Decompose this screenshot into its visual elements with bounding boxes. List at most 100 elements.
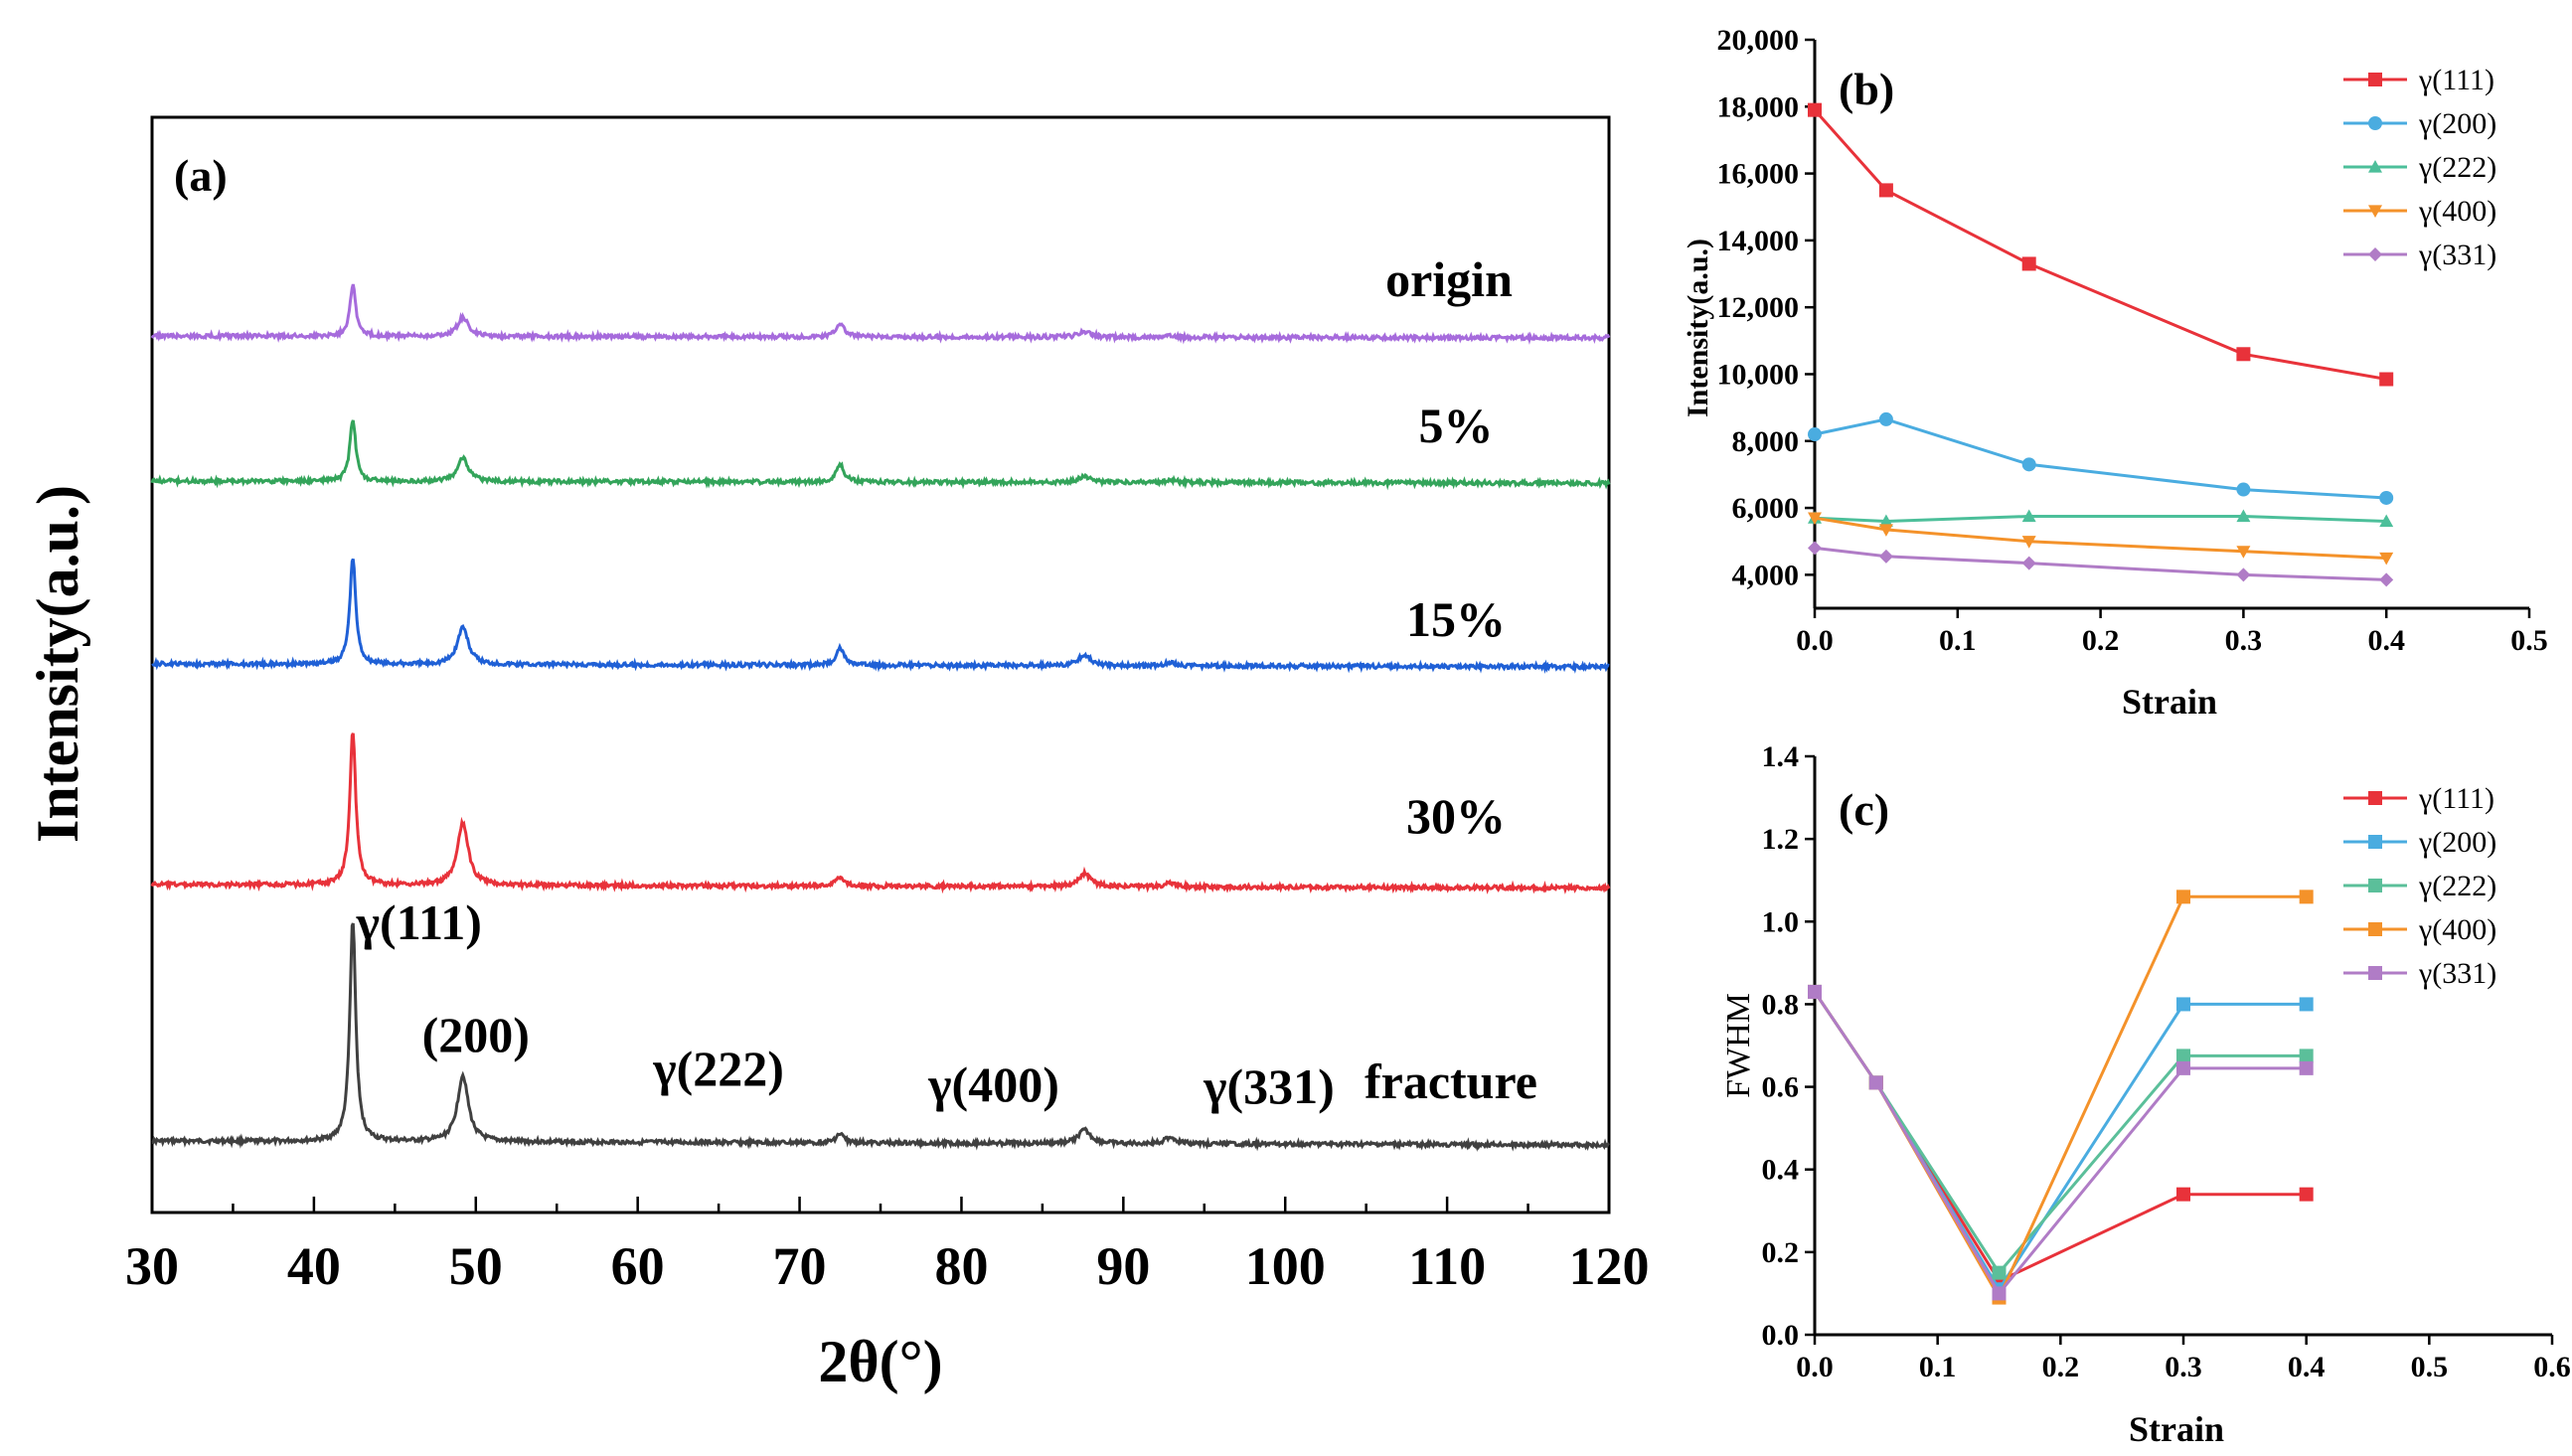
legend-entry-γ(222): γ(222) [2418, 151, 2496, 184]
legend-entry-γ(111): γ(111) [2418, 782, 2494, 815]
series-γ(200)-point [2176, 997, 2190, 1012]
x-tick-label: 0.3 [2225, 624, 2263, 657]
series-γ(331)-point [2021, 556, 2036, 570]
x-tick-label: 70 [773, 1236, 827, 1296]
x-tick-label: 90 [1096, 1236, 1150, 1296]
peak-annotation: γ(111) [356, 894, 482, 950]
x-tick-label: 0.6 [2533, 1351, 2571, 1383]
series-γ(222)-point [1992, 1265, 2007, 1280]
y-tick-label: 1.4 [1762, 740, 1800, 773]
legend-swatch-marker [2368, 116, 2382, 130]
y-tick-label: 0.4 [1762, 1154, 1800, 1187]
panel-a-series [150, 283, 1611, 1152]
series-5%-line [150, 732, 1611, 894]
peak-annotation: γ(400) [927, 1056, 1059, 1112]
x-tick-label: 0.2 [2042, 1351, 2080, 1383]
y-tick-label: 14,000 [1717, 225, 1800, 257]
y-tick-label: 4,000 [1732, 559, 1800, 591]
series-γ(222)-point [1878, 514, 1893, 528]
series-γ(222)-line [1814, 515, 2387, 524]
panel-b-y-axis-label: Intensity(a.u.) [1682, 239, 1714, 417]
series-γ(200)-point [2021, 457, 2036, 472]
series-γ(400)-point [1878, 524, 1893, 537]
y-tick-label: 6,000 [1732, 492, 1800, 525]
x-tick-label: 0.5 [2510, 624, 2548, 657]
peak-annotation: γ(331) [1203, 1058, 1335, 1114]
panel-a-x-axis: 30 40 50 60 70 80 90 100 110 120 [125, 1197, 1650, 1296]
series-γ(400)-point [2021, 536, 2036, 549]
panel-c-label: (c) [1839, 784, 1889, 835]
x-tick-label: 0.2 [2082, 624, 2120, 657]
series-origin-line [151, 922, 1610, 1152]
series-γ(200)-line [1813, 991, 2307, 1293]
legend-swatch-marker [2368, 73, 2382, 86]
series-γ(222)-point [2176, 1049, 2190, 1063]
series-γ(331)-point [1868, 1075, 1883, 1090]
series-γ(200)-point [1878, 411, 1893, 426]
x-tick-label: 0.3 [2165, 1351, 2202, 1383]
peak-annotation: (200) [422, 1007, 530, 1062]
legend-swatch-marker [2368, 835, 2382, 849]
series-γ(331)-point [2176, 1060, 2190, 1075]
legend-swatch-marker [2368, 922, 2382, 936]
panel-a-y-axis-label: Intensity(a.u.) [25, 485, 90, 843]
x-tick-label: 0.0 [1796, 624, 1834, 657]
series-γ(200)-point [2299, 997, 2314, 1012]
series-γ(331)-point [1992, 1286, 2007, 1301]
legend-swatch-marker [2368, 879, 2382, 892]
series-γ(111)-point [2176, 1187, 2190, 1202]
series-γ(222)-point [2236, 509, 2251, 523]
legend-swatch-marker [2368, 966, 2382, 980]
x-tick-label: 0.1 [1919, 1351, 1957, 1383]
panel-b-series [1808, 102, 2394, 587]
y-tick-label: 8,000 [1732, 425, 1800, 458]
series-γ(400)-point [2299, 890, 2314, 904]
legend-entry-γ(331): γ(331) [2418, 239, 2496, 271]
legend-entry-γ(200): γ(200) [2418, 107, 2496, 140]
series-γ(331)-point [2379, 572, 2394, 587]
y-tick-label: 18,000 [1717, 90, 1800, 123]
legend-entry-γ(331): γ(331) [2418, 957, 2496, 990]
x-tick-label: 120 [1569, 1236, 1650, 1296]
panel-c-fwhm-chart: (c) 0.0 0.1 0.2 0.3 0.4 0.5 0.6 0.0 0.2 0.4 0.6 0.8… [1720, 740, 2571, 1449]
x-tick-label: 80 [934, 1236, 988, 1296]
series-γ(222)-point [2021, 509, 2036, 523]
panel-c-axes-ticks: 0.0 0.1 0.2 0.3 0.4 0.5 0.6 0.0 0.2 0.4 0.6 0.8 1.0 1… [1762, 740, 2571, 1383]
panel-b-axes-ticks: 0.0 0.1 0.2 0.3 0.4 0.5 4,000 6,000 8,000 10,000 1… [1717, 24, 2548, 657]
legend-entry-γ(400): γ(400) [2418, 195, 2496, 228]
x-tick-label: 0.1 [1939, 624, 1977, 657]
series-γ(111)-point [2021, 256, 2036, 271]
series-γ(222)-point [2379, 514, 2394, 528]
y-tick-label: 0.8 [1762, 988, 1800, 1021]
x-tick-label: 30 [125, 1236, 179, 1296]
panel-a-xrd-chart: (a) 30 40 50 60 70 80 90 100 110 120 origin 5% 15% 3… [25, 115, 1650, 1394]
panel-b-label: (b) [1839, 64, 1894, 114]
panel-b-legend: γ(111) γ(200) γ(222) γ(400) γ(331) [2343, 64, 2496, 271]
x-tick-label: 0.4 [2288, 1351, 2326, 1383]
panel-c-series [1808, 890, 2314, 1305]
panel-b-intensity-chart: (b) 0.0 0.1 0.2 0.3 0.4 0.5 4,000 6,000 8,000 10,… [1682, 24, 2548, 722]
series-label-30%: 30% [1406, 788, 1506, 844]
y-tick-label: 12,000 [1717, 291, 1800, 324]
series-γ(331)-point [2299, 1060, 2314, 1075]
series-γ(400)-point [1808, 512, 1822, 526]
panel-c-x-axis-label: Strain [2129, 1409, 2224, 1449]
series-γ(331)-line [1813, 991, 2307, 1297]
panel-a-peak-annotations: origin 5% 15% 30% fracture γ(111) (200) γ(222) γ… [356, 251, 1537, 1114]
series-γ(200)-line [1814, 417, 2387, 500]
panel-a-label: (a) [174, 150, 228, 201]
panel-a-x-axis-label: 2θ(°) [818, 1329, 942, 1394]
series-30%-line [150, 419, 1611, 491]
legend-swatch-marker [2368, 791, 2382, 805]
y-tick-label: 16,000 [1717, 158, 1800, 191]
legend-entry-γ(400): γ(400) [2418, 913, 2496, 946]
y-tick-label: 1.2 [1762, 823, 1800, 856]
series-15%-line [151, 558, 1610, 675]
series-γ(111)-point [1808, 102, 1822, 117]
series-γ(400)-point [2176, 890, 2190, 904]
x-tick-label: 100 [1245, 1236, 1326, 1296]
legend-entry-γ(111): γ(111) [2418, 64, 2494, 96]
panel-c-legend: γ(111) γ(200) γ(222) γ(400) γ(331) [2343, 782, 2496, 990]
y-tick-label: 0.0 [1762, 1319, 1800, 1352]
